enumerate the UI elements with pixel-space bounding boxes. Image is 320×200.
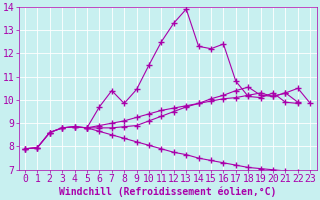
X-axis label: Windchill (Refroidissement éolien,°C): Windchill (Refroidissement éolien,°C) bbox=[59, 187, 276, 197]
